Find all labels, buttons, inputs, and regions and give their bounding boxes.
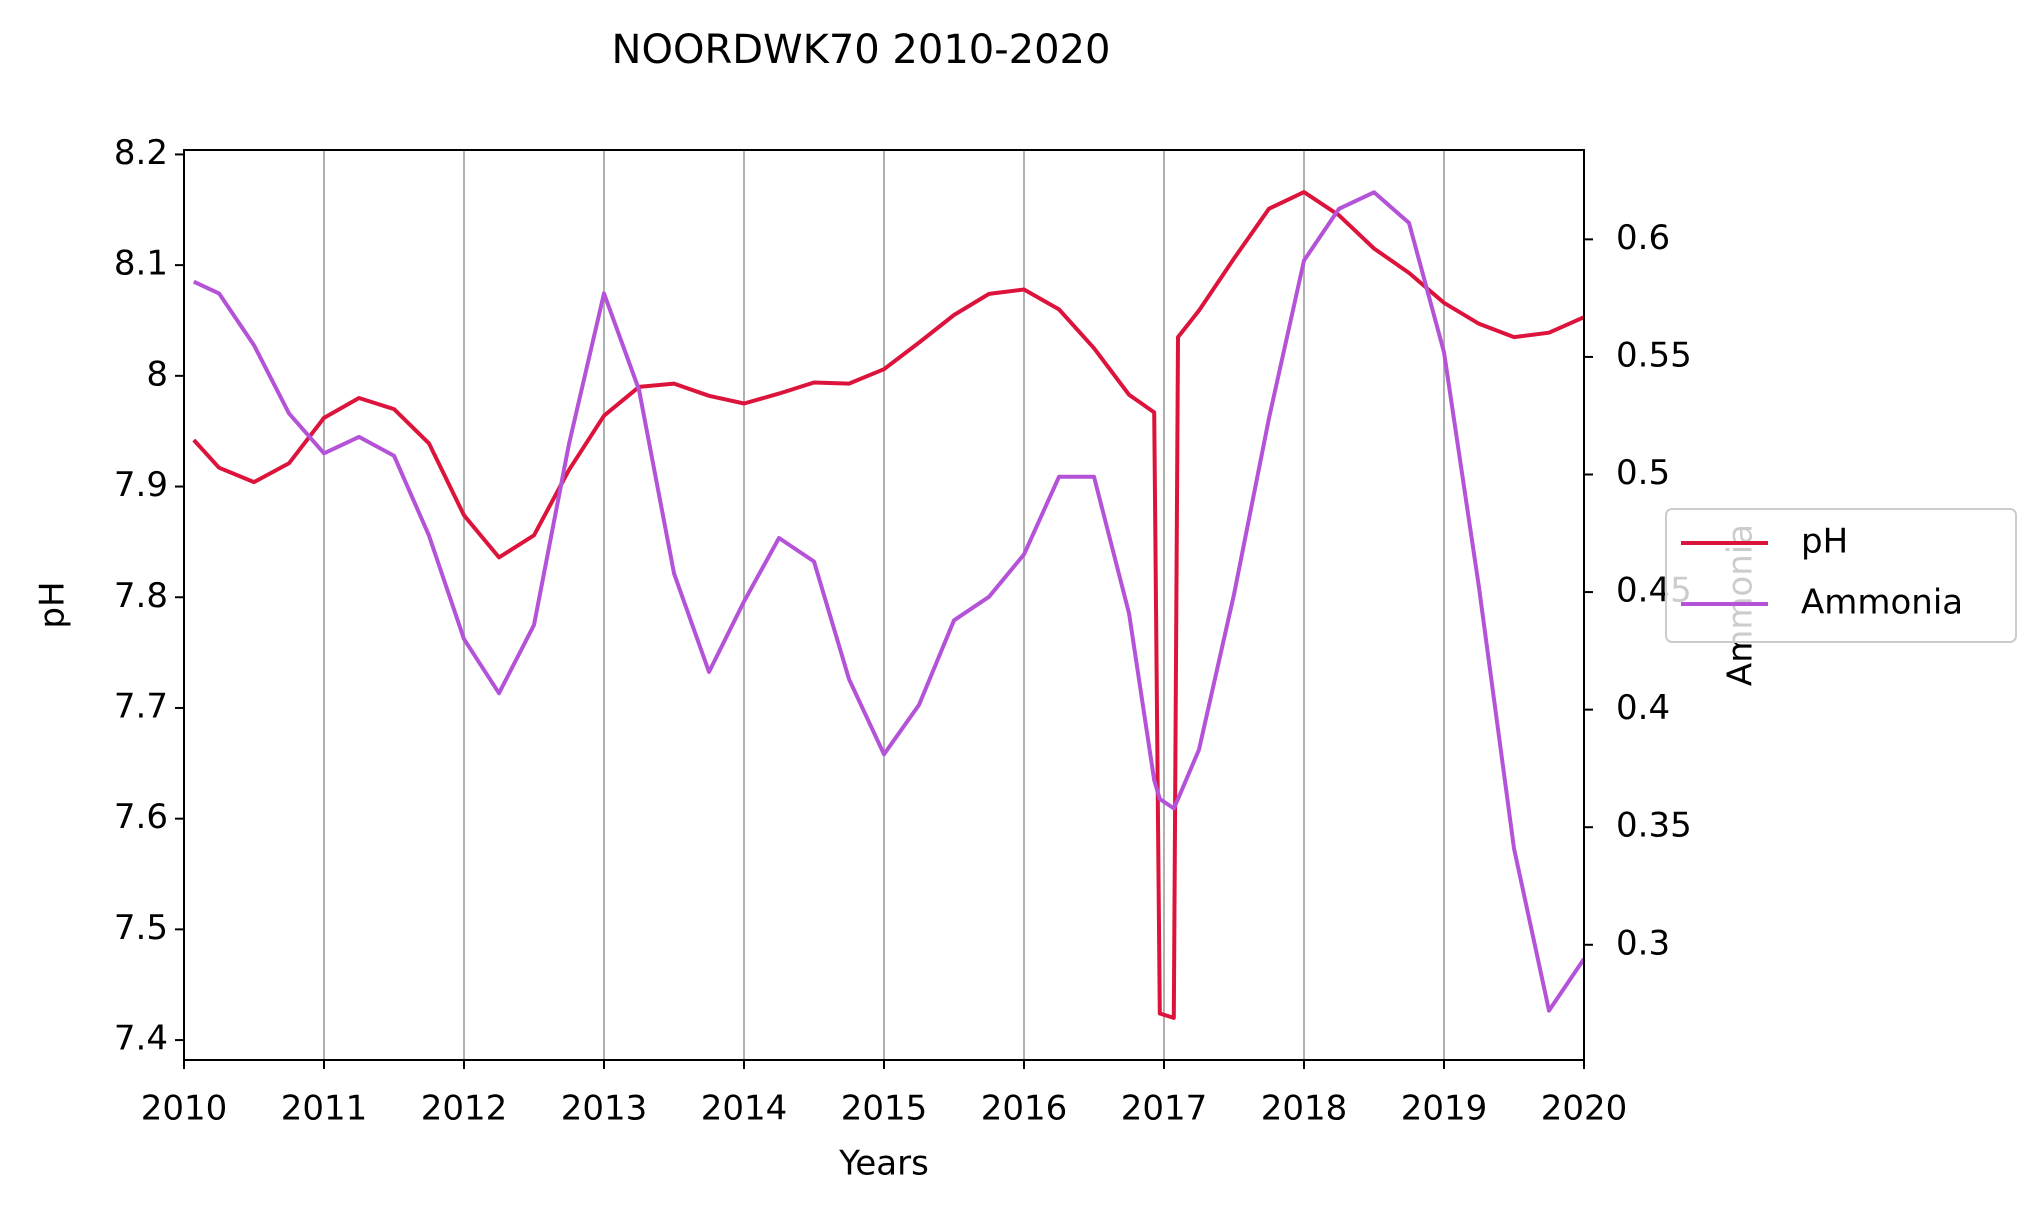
- y2-tick-label: 0.6: [1616, 218, 1670, 258]
- x-tick-label: 2020: [1541, 1089, 1628, 1129]
- y2-tick-label: 0.4: [1616, 688, 1670, 728]
- y-axis-label: pH: [33, 581, 73, 628]
- y-tick-label: 7.8: [114, 576, 168, 616]
- legend: pH Ammonia: [1665, 508, 2017, 643]
- x-tick-label: 2019: [1401, 1089, 1488, 1129]
- y-tick-label: 7.9: [114, 465, 168, 505]
- y-tick-label: 7.6: [114, 797, 168, 837]
- y-tick-label: 7.5: [114, 908, 168, 948]
- x-tick-label: 2017: [1121, 1089, 1208, 1129]
- y-tick-label: 7.4: [114, 1019, 168, 1059]
- x-tick-label: 2016: [981, 1089, 1068, 1129]
- x-tick-label: 2012: [421, 1089, 508, 1129]
- x-tick-label: 2015: [841, 1089, 928, 1129]
- y2-tick-label: 0.5: [1616, 453, 1670, 493]
- series-line: [192, 190, 1586, 1013]
- y-tick-label: 7.7: [114, 686, 168, 726]
- y-tick-label: 8: [146, 354, 168, 394]
- y2-tick-label: 0.35: [1616, 806, 1692, 846]
- x-tick-label: 2018: [1261, 1089, 1348, 1129]
- legend-label: Ammonia: [1801, 583, 1963, 623]
- x-tick-label: 2014: [701, 1089, 788, 1129]
- y2-tick-label: 0.55: [1616, 335, 1692, 375]
- x-axis-label: Years: [838, 1144, 929, 1184]
- y-tick-label: 8.2: [114, 133, 168, 173]
- x-tick-label: 2011: [281, 1089, 368, 1129]
- y2-tick-label: 0.3: [1616, 923, 1670, 963]
- chart-title: NOORDWK70 2010-2020: [612, 27, 1111, 73]
- x-tick-label: 2010: [141, 1089, 228, 1129]
- x-tick-label: 2013: [561, 1089, 648, 1129]
- legend-label: pH: [1801, 522, 1848, 562]
- axes-frame: [183, 149, 1585, 1061]
- y-tick-label: 8.1: [114, 244, 168, 284]
- series-line: [192, 190, 1585, 1020]
